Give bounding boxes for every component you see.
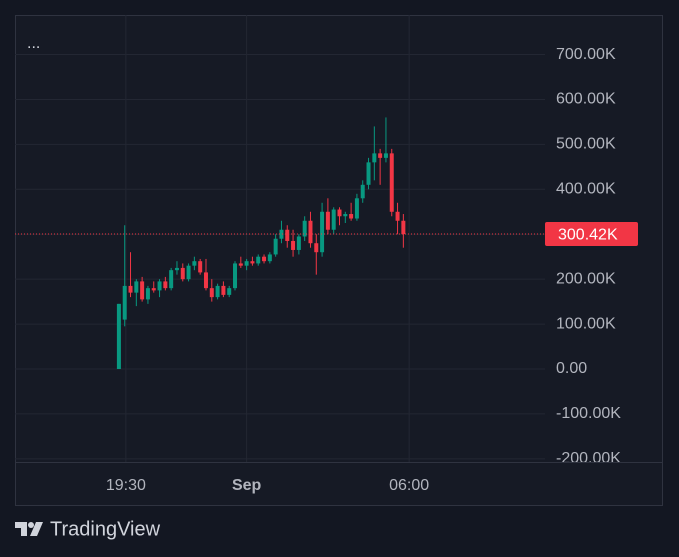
last-price-box xyxy=(545,222,638,247)
candle-body xyxy=(163,281,168,289)
candle-body xyxy=(291,240,296,250)
y-tick-label: 600.00K xyxy=(556,91,616,108)
candle-body xyxy=(186,265,191,280)
candle-body xyxy=(151,288,156,291)
y-tick-label: 0.00 xyxy=(556,360,587,377)
candle-body xyxy=(395,211,400,221)
candle-body xyxy=(354,198,359,219)
candle-body xyxy=(273,238,278,255)
brand-logo xyxy=(15,522,43,536)
candle-body xyxy=(383,153,388,158)
candle-body xyxy=(349,214,354,219)
candle-body xyxy=(140,281,145,300)
candle-body xyxy=(227,288,232,295)
candle-body xyxy=(192,261,197,266)
candle-body xyxy=(238,263,243,266)
candle-body xyxy=(360,184,365,199)
y-tick-label: 400.00K xyxy=(556,181,616,198)
candle-body xyxy=(215,285,220,298)
candle-body xyxy=(169,270,174,289)
candle-body xyxy=(302,220,307,237)
plot xyxy=(15,117,545,370)
candle-body xyxy=(128,285,133,293)
candle-body xyxy=(157,281,162,291)
y-tick-label: 500.00K xyxy=(556,136,616,153)
candle-body xyxy=(337,209,342,217)
candle-body xyxy=(233,263,238,289)
candle-body xyxy=(320,211,325,253)
candle-body xyxy=(308,220,313,244)
candle-body xyxy=(250,261,255,264)
y-tick-label: 200.00K xyxy=(556,270,616,287)
logo-dot xyxy=(28,522,34,528)
candle-body xyxy=(366,162,371,185)
logo-mark xyxy=(15,522,27,536)
candle-body xyxy=(314,243,319,253)
candle-body xyxy=(174,267,179,271)
brand: TradingView xyxy=(50,518,161,540)
x-tick-label: Sep xyxy=(232,477,262,494)
candle-body xyxy=(134,281,139,293)
candle-body xyxy=(296,236,301,250)
last-price-label: 300.42K xyxy=(558,226,618,243)
candle-body xyxy=(221,285,226,295)
candle-body xyxy=(401,220,406,235)
candle-body xyxy=(122,285,127,320)
x-tick-label: 06:00 xyxy=(389,477,429,494)
candle-body xyxy=(262,256,267,262)
x-tick-label: 19:30 xyxy=(106,477,146,494)
candle-body xyxy=(244,261,249,266)
candle-body xyxy=(331,209,336,230)
candle-body xyxy=(256,256,261,264)
candle-body xyxy=(343,214,348,217)
y-tick-label: -200.00K xyxy=(556,450,621,467)
candle-body xyxy=(198,261,203,273)
chart-frame xyxy=(15,15,663,506)
menu[interactable]: ... xyxy=(27,35,40,52)
candle-body xyxy=(180,267,185,280)
y-tick-label: 100.00K xyxy=(556,315,616,332)
candle-body xyxy=(389,153,394,212)
candle-body xyxy=(378,153,383,158)
candle-body xyxy=(209,288,214,298)
candle-body xyxy=(372,153,377,163)
candle-body xyxy=(145,288,150,300)
logo-mark xyxy=(30,522,43,536)
candle-body xyxy=(325,211,330,230)
candle-body xyxy=(279,229,284,239)
y-tick-label: 700.00K xyxy=(556,46,616,63)
candle-body xyxy=(116,303,121,370)
y-tick-label: -100.00K xyxy=(556,405,621,422)
candle-body xyxy=(285,229,290,241)
candle-body xyxy=(203,272,208,289)
candle-body xyxy=(267,254,272,262)
